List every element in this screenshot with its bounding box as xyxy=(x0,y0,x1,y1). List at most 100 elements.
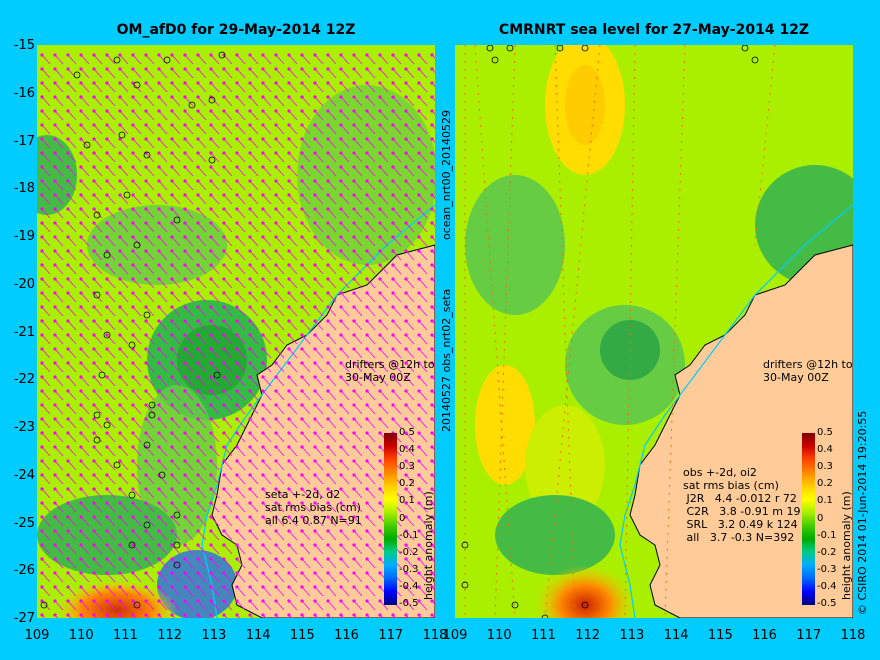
current-vector xyxy=(171,460,181,471)
vector-head xyxy=(391,361,395,365)
vector-head xyxy=(326,543,330,547)
current-vector xyxy=(379,180,389,191)
current-vector xyxy=(353,54,363,65)
current-vector xyxy=(353,404,363,415)
current-vector xyxy=(236,236,246,247)
vector-head xyxy=(300,501,304,505)
vector-head xyxy=(300,375,304,379)
current-vector xyxy=(288,208,298,219)
current-vector xyxy=(171,488,181,499)
vector-head xyxy=(391,291,395,295)
current-vector xyxy=(158,236,168,247)
vector-head xyxy=(131,389,135,393)
vector-head xyxy=(79,249,83,253)
left-map-panel[interactable] xyxy=(37,45,435,618)
current-vector xyxy=(392,362,402,373)
current-vector xyxy=(158,124,168,135)
current-vector xyxy=(249,166,259,177)
current-vector xyxy=(275,250,285,261)
current-vector xyxy=(262,530,272,541)
current-vector xyxy=(249,96,259,107)
current-vector xyxy=(41,68,51,79)
vector-head xyxy=(235,235,239,239)
left-panel-title: OM_afD0 for 29-May-2014 12Z xyxy=(116,22,356,38)
vector-head xyxy=(365,557,369,561)
vector-head xyxy=(352,207,356,211)
current-vector xyxy=(353,530,363,541)
vector-head xyxy=(53,375,57,379)
vector-head xyxy=(157,235,161,239)
vector-head xyxy=(261,95,265,99)
vector-head xyxy=(287,515,291,519)
right-x-tick-label: 110 xyxy=(486,628,512,643)
vector-head xyxy=(430,515,434,519)
vector-head xyxy=(105,263,109,267)
current-vector xyxy=(184,54,194,65)
vector-head xyxy=(40,263,44,267)
current-vector xyxy=(210,320,220,331)
vector-head xyxy=(261,473,265,477)
current-vector xyxy=(158,460,168,471)
current-vector xyxy=(171,194,181,205)
vector-head xyxy=(40,291,44,295)
current-vector xyxy=(301,348,311,359)
vector-head xyxy=(326,81,330,85)
vector-head xyxy=(40,305,44,309)
current-vector xyxy=(340,488,350,499)
vector-head xyxy=(79,403,83,407)
vector-head xyxy=(157,515,161,519)
vector-head xyxy=(313,417,317,421)
y-tick-label: -24 xyxy=(13,467,35,483)
vector-head xyxy=(326,291,330,295)
vector-head xyxy=(352,277,356,281)
vector-head xyxy=(131,193,135,197)
vector-head xyxy=(157,319,161,323)
current-vector xyxy=(275,418,285,429)
right-colorbar-label: height anomaly (m) xyxy=(840,491,853,600)
right-map-panel[interactable] xyxy=(455,45,853,618)
current-vector xyxy=(301,320,311,331)
vector-head xyxy=(391,319,395,323)
vector-head xyxy=(261,221,265,225)
vector-head xyxy=(53,291,57,295)
current-vector xyxy=(171,432,181,443)
vector-head xyxy=(118,613,122,617)
vector-head xyxy=(417,585,421,589)
vector-head xyxy=(313,501,317,505)
current-vector xyxy=(210,516,220,527)
current-vector xyxy=(197,250,207,261)
vector-head xyxy=(222,375,226,379)
current-vector xyxy=(431,278,435,283)
current-vector xyxy=(431,222,435,227)
current-vector xyxy=(171,600,181,611)
vector-head xyxy=(222,543,226,547)
current-vector xyxy=(54,558,64,569)
vector-head xyxy=(391,95,395,99)
current-vector xyxy=(236,572,246,583)
vector-head xyxy=(261,165,265,169)
vector-head xyxy=(222,81,226,85)
vector-head xyxy=(66,263,70,267)
current-vector xyxy=(184,488,194,499)
vector-head xyxy=(391,347,395,351)
vector-head xyxy=(170,473,174,477)
vector-head xyxy=(378,375,382,379)
current-vector xyxy=(236,404,246,415)
vector-head xyxy=(222,109,226,113)
current-vector xyxy=(353,278,363,289)
vector-head xyxy=(53,431,57,435)
vector-head xyxy=(209,53,213,57)
current-vector xyxy=(197,278,207,289)
current-vector xyxy=(236,348,246,359)
current-vector xyxy=(171,180,181,191)
vector-head xyxy=(378,431,382,435)
current-vector xyxy=(93,446,103,457)
vector-head xyxy=(222,123,226,127)
vector-head xyxy=(66,109,70,113)
vector-head xyxy=(157,431,161,435)
current-vector xyxy=(392,110,402,121)
vector-head xyxy=(365,109,369,113)
current-vector xyxy=(132,194,142,205)
vector-head xyxy=(105,81,109,85)
left-x-tick-label: 111 xyxy=(113,628,138,643)
